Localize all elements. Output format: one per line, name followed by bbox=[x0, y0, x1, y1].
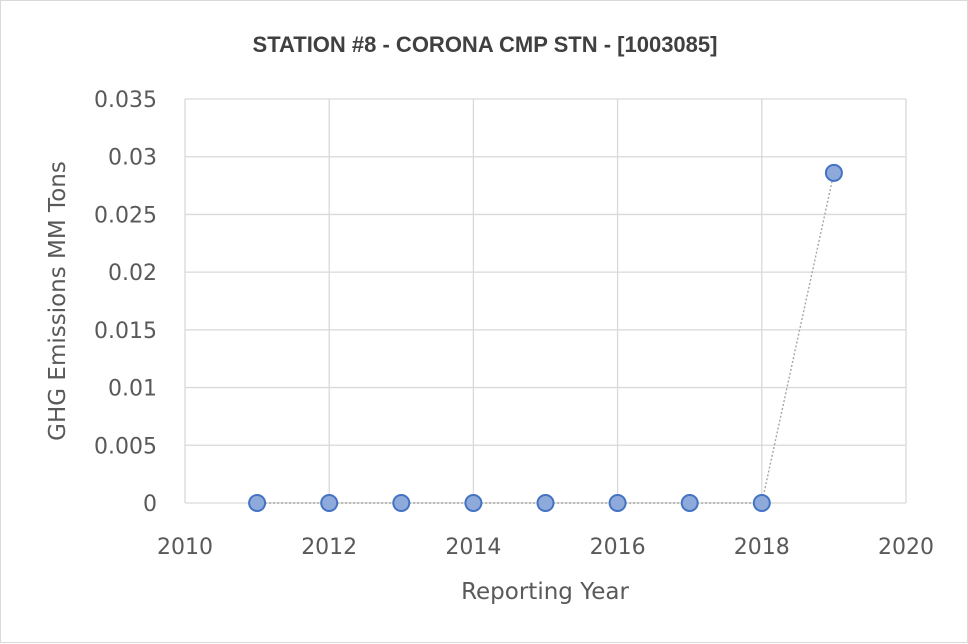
data-point bbox=[536, 494, 555, 512]
tick-labels: 0 0.005 0.01 0.015 0.02 0.025 0.03 0.035 2010 201… bbox=[94, 88, 934, 560]
data-point bbox=[680, 494, 699, 512]
y-tick-label: 0.025 bbox=[94, 203, 157, 228]
y-tick-label: 0 bbox=[143, 492, 157, 517]
data-point bbox=[464, 494, 483, 512]
x-tick-label: 2010 bbox=[157, 535, 213, 560]
series-line bbox=[257, 172, 835, 504]
y-tick-label: 0.035 bbox=[94, 88, 157, 113]
x-tick-label: 2018 bbox=[734, 535, 790, 560]
chart-title: STATION #8 - CORONA CMP STN - [1003085] bbox=[253, 32, 718, 57]
data-point bbox=[608, 494, 627, 512]
x-axis-title: Reporting Year bbox=[461, 579, 629, 605]
y-tick-label: 0.02 bbox=[108, 261, 157, 286]
y-tick-label: 0.01 bbox=[108, 377, 157, 402]
y-tick-label: 0.015 bbox=[94, 319, 157, 344]
data-series bbox=[248, 163, 843, 512]
y-tick-label: 0.03 bbox=[108, 146, 157, 171]
x-tick-label: 2020 bbox=[878, 535, 934, 560]
gridlines bbox=[184, 98, 907, 504]
data-point bbox=[248, 494, 267, 512]
data-point bbox=[320, 494, 339, 512]
x-tick-label: 2012 bbox=[301, 535, 357, 560]
x-tick-label: 2016 bbox=[590, 535, 646, 560]
data-point bbox=[752, 494, 771, 512]
y-axis-title: GHG Emissions MM Tons bbox=[45, 161, 71, 441]
data-point bbox=[392, 494, 411, 512]
y-tick-label: 0.005 bbox=[94, 434, 157, 459]
data-point bbox=[824, 163, 843, 182]
x-tick-label: 2014 bbox=[445, 535, 501, 560]
